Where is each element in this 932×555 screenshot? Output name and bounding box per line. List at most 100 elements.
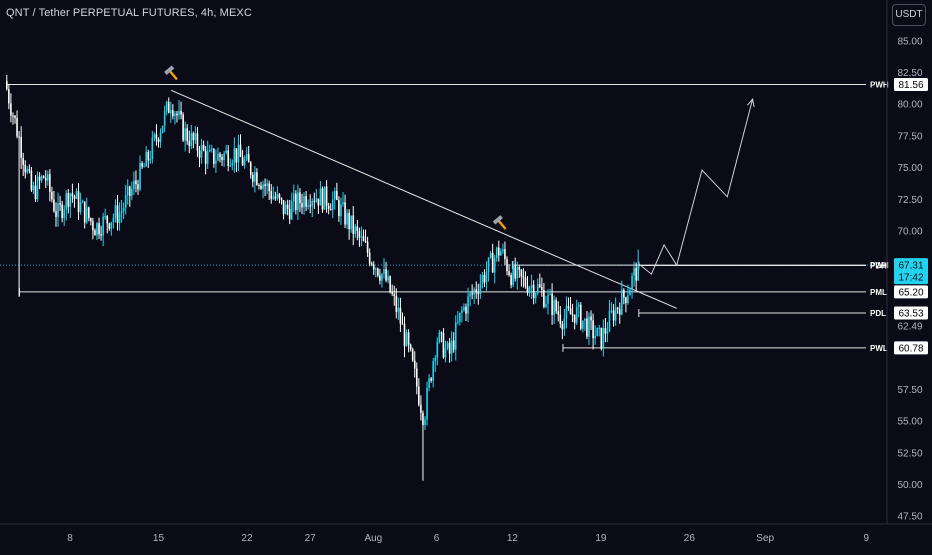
candle-body <box>379 275 381 281</box>
candle-body <box>616 307 619 310</box>
price-tick-label: 47.50 <box>897 512 922 523</box>
candle-body <box>98 223 100 235</box>
candle-body <box>153 134 156 138</box>
candle-body <box>465 306 467 314</box>
candle-body <box>159 132 162 143</box>
price-tick-label: 82.50 <box>897 68 922 79</box>
candle-body <box>604 328 607 334</box>
candle-body <box>608 310 611 332</box>
candle-body <box>217 153 219 161</box>
candle-body <box>389 276 391 293</box>
candle-body <box>575 306 578 323</box>
candle-body <box>338 200 340 217</box>
candle-body <box>569 308 572 315</box>
candle-body <box>100 234 102 236</box>
candle-body <box>176 113 178 116</box>
candle-body <box>594 336 596 339</box>
candle-body <box>288 208 291 220</box>
candle-body <box>346 212 348 225</box>
candle-body <box>276 194 279 199</box>
candle-body <box>83 201 86 223</box>
candle-body <box>317 198 320 206</box>
candle-body <box>547 294 549 304</box>
candle-body <box>284 204 287 215</box>
candle-body <box>155 134 158 140</box>
candle-body <box>198 150 201 158</box>
candle-body <box>67 193 70 207</box>
candle-body <box>239 144 242 157</box>
candle-body <box>342 202 344 205</box>
candle-body <box>44 177 47 181</box>
candle-body <box>147 151 150 161</box>
candle-body <box>336 190 338 201</box>
candle-body <box>290 201 293 220</box>
candle-body <box>409 344 412 350</box>
candle-body <box>53 199 55 212</box>
candle-body <box>586 318 588 337</box>
candle-body <box>463 306 465 311</box>
candle-body <box>584 318 586 321</box>
candle-body <box>204 150 207 164</box>
candle-body <box>395 295 398 312</box>
candle-countdown-text: 17:42 <box>898 273 923 284</box>
level-name-pdh-2: PDH <box>870 261 887 270</box>
candle-body <box>200 144 203 158</box>
candle-body <box>223 153 225 161</box>
candle-body <box>264 184 266 186</box>
candle-body <box>178 110 180 116</box>
candle-body <box>399 307 402 324</box>
candle-body <box>170 110 172 114</box>
candle-body <box>387 276 389 281</box>
candle-body <box>413 360 416 369</box>
level-value-text: 81.56 <box>898 80 923 91</box>
candle-body <box>459 312 461 322</box>
candle-body <box>206 151 209 164</box>
candle-body <box>186 128 188 142</box>
candle-body <box>172 110 174 117</box>
candle-body <box>268 183 270 192</box>
candle-body <box>213 148 215 164</box>
candle-body <box>262 184 264 189</box>
candle-body <box>174 113 176 117</box>
candle-body <box>245 153 248 160</box>
candle-body <box>32 185 35 191</box>
candle-body <box>567 306 570 309</box>
candle-body <box>319 188 322 206</box>
candle-body <box>454 322 457 350</box>
price-tick-label: 80.00 <box>897 100 922 111</box>
candle-body <box>75 191 78 199</box>
candle-body <box>22 157 24 166</box>
currency-button[interactable]: USDT <box>892 4 926 26</box>
candle-body <box>323 186 326 210</box>
projection-layer <box>638 98 755 275</box>
candle-body <box>108 223 111 229</box>
candle-body <box>528 287 531 294</box>
level-value-badge <box>894 285 928 299</box>
candle-body <box>633 268 635 276</box>
candle-body <box>543 289 545 307</box>
price-tick-label: 57.50 <box>897 385 922 396</box>
candle-body <box>432 361 434 381</box>
candle-body <box>416 368 418 387</box>
candle-body <box>504 249 506 260</box>
candle-body <box>534 293 537 299</box>
candle-body <box>34 185 37 200</box>
candle-body <box>481 274 484 284</box>
candle-body <box>196 133 199 151</box>
candle-body <box>598 327 601 329</box>
price-axis[interactable]: 85.0082.5080.0077.5075.0072.5070.0065.00… <box>897 36 922 522</box>
candle-body <box>184 128 186 141</box>
candle-body <box>559 314 562 324</box>
level-name-pwh-1: PWH <box>870 261 889 270</box>
candle-body <box>592 320 594 339</box>
hammer-handle <box>497 219 507 230</box>
time-axis[interactable]: 8 15 22 27 Aug 6 12 19 26 Sep 9 <box>67 533 869 544</box>
time-tick-label: 15 <box>153 533 165 544</box>
candle-body <box>350 215 352 230</box>
candle-body <box>627 295 629 303</box>
candle-body <box>118 212 121 223</box>
candle-body <box>225 150 227 154</box>
